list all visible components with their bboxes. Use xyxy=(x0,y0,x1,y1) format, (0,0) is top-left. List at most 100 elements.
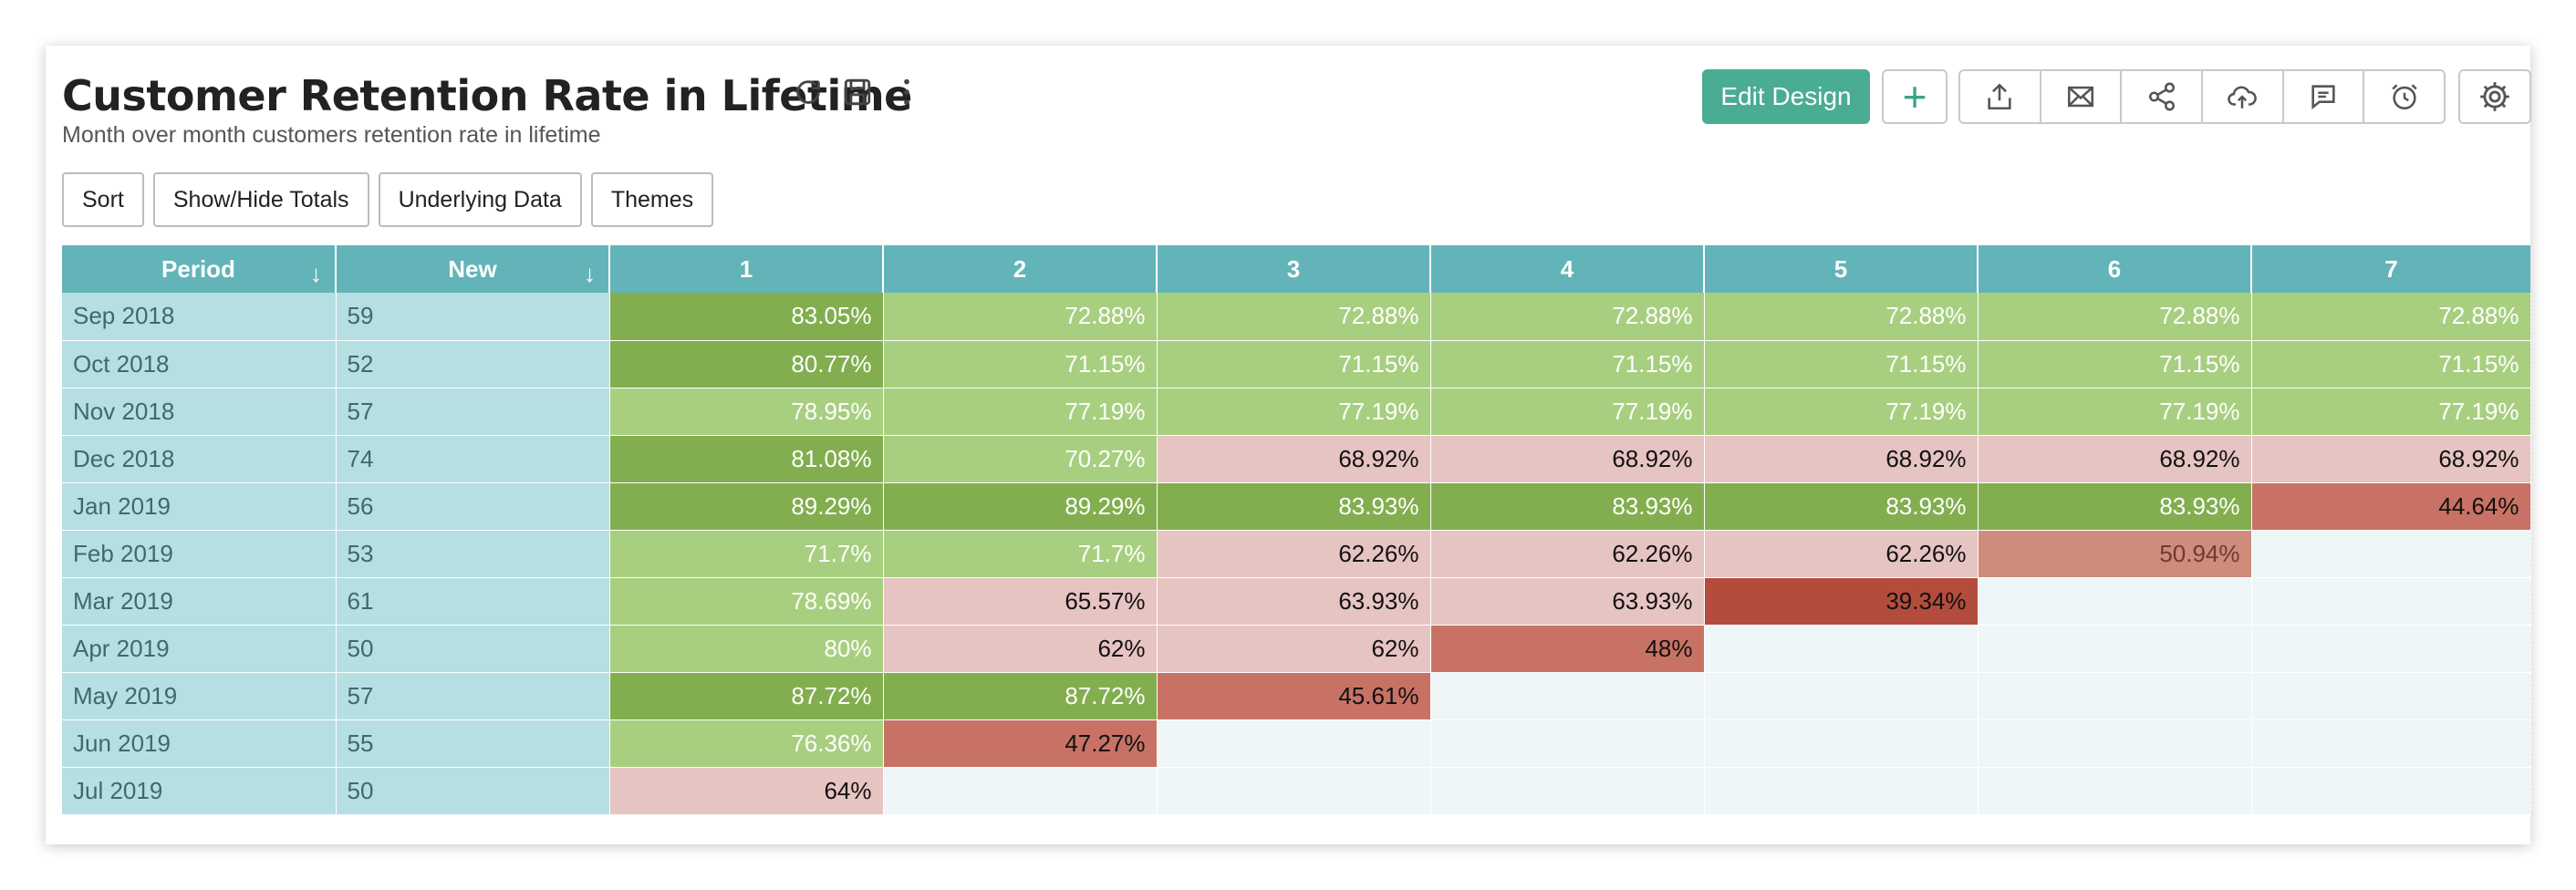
retention-value-cell: 72.88% xyxy=(1704,293,1979,341)
retention-value-cell: 68.92% xyxy=(1157,435,1431,483)
empty-cell xyxy=(1157,719,1431,768)
page-title: Customer Retention Rate in Lifetime xyxy=(62,71,912,120)
column-header-6[interactable]: 6 xyxy=(1978,245,2252,293)
retention-value-cell: 62.26% xyxy=(1157,530,1431,578)
retention-value-cell: 63.93% xyxy=(1157,577,1431,626)
retention-value-cell: 77.19% xyxy=(1978,388,2252,436)
show-hide-totals-button[interactable]: Show/Hide Totals xyxy=(152,172,369,227)
new-customers-cell: 59 xyxy=(336,293,610,341)
add-button[interactable]: + xyxy=(1882,69,1948,124)
retention-value-cell: 72.88% xyxy=(883,293,1158,341)
comment-icon[interactable] xyxy=(2284,71,2365,122)
column-header-4[interactable]: 4 xyxy=(1430,245,1705,293)
new-customers-cell: 57 xyxy=(336,388,610,436)
new-customers-cell: 50 xyxy=(336,625,610,673)
email-icon[interactable] xyxy=(2041,71,2123,122)
retention-value-cell: 68.92% xyxy=(2251,435,2531,483)
empty-cell xyxy=(2251,719,2531,768)
new-customers-cell: 55 xyxy=(336,719,610,768)
column-header-1[interactable]: 1 xyxy=(609,245,884,293)
table-row: Jun 2019 55 76.36% 47.27% xyxy=(62,719,2531,768)
export-icon[interactable] xyxy=(1960,71,2041,122)
retention-value-cell: 68.92% xyxy=(1704,435,1979,483)
column-header-period[interactable]: Period ↓ xyxy=(62,245,337,293)
period-cell: Nov 2018 xyxy=(62,388,337,436)
table-row: Jan 2019 56 89.29% 89.29% 83.93% 83.93% 83.93%… xyxy=(62,482,2531,531)
retention-value-cell: 71.15% xyxy=(1157,340,1431,388)
empty-cell xyxy=(2251,530,2531,578)
empty-cell xyxy=(1978,577,2252,626)
empty-cell xyxy=(2251,672,2531,720)
empty-cell xyxy=(1157,767,1431,815)
retention-value-cell: 89.29% xyxy=(609,482,884,531)
empty-cell xyxy=(1978,767,2252,815)
column-header-7[interactable]: 7 xyxy=(2251,245,2530,293)
period-cell: Jul 2019 xyxy=(62,767,337,815)
period-cell: Sep 2018 xyxy=(62,293,337,341)
gear-icon xyxy=(2480,82,2509,111)
empty-cell xyxy=(883,767,1158,815)
empty-cell xyxy=(1978,719,2252,768)
empty-cell xyxy=(2251,625,2531,673)
retention-value-cell: 80% xyxy=(609,625,884,673)
retention-value-cell: 83.93% xyxy=(1430,482,1705,531)
retention-value-cell: 83.93% xyxy=(1704,482,1979,531)
retention-value-cell: 48% xyxy=(1430,625,1705,673)
column-header-3[interactable]: 3 xyxy=(1157,245,1431,293)
sort-arrow-icon[interactable]: ↓ xyxy=(310,260,322,287)
retention-value-cell: 77.19% xyxy=(1704,388,1979,436)
refresh-icon[interactable] xyxy=(792,73,825,111)
retention-value-cell: 68.92% xyxy=(1430,435,1705,483)
table-row: Nov 2018 57 78.95% 77.19% 77.19% 77.19% 77.19%… xyxy=(62,388,2531,436)
underlying-data-button[interactable]: Underlying Data xyxy=(378,172,582,227)
alarm-icon[interactable] xyxy=(2364,71,2444,122)
new-customers-cell: 52 xyxy=(336,340,610,388)
retention-value-cell: 83.93% xyxy=(1978,482,2252,531)
new-customers-cell: 53 xyxy=(336,530,610,578)
retention-value-cell: 83.05% xyxy=(609,293,884,341)
save-icon[interactable] xyxy=(841,73,874,111)
empty-cell xyxy=(1704,672,1979,720)
retention-value-cell: 44.64% xyxy=(2251,482,2531,531)
retention-value-cell: 72.88% xyxy=(1978,293,2252,341)
retention-value-cell: 77.19% xyxy=(1157,388,1431,436)
more-vertical-icon[interactable] xyxy=(890,73,923,111)
new-customers-cell: 50 xyxy=(336,767,610,815)
share-icon[interactable] xyxy=(2122,71,2204,122)
report-toolbar: Sort Show/Hide Totals Underlying Data Th… xyxy=(62,172,714,227)
column-header-new[interactable]: New ↓ xyxy=(336,245,610,293)
retention-value-cell: 77.19% xyxy=(883,388,1158,436)
retention-value-cell: 87.72% xyxy=(609,672,884,720)
sort-button[interactable]: Sort xyxy=(62,172,144,227)
retention-value-cell: 63.93% xyxy=(1430,577,1705,626)
table-row: Jul 2019 50 64% xyxy=(62,767,2531,815)
settings-button[interactable] xyxy=(2458,69,2531,124)
table-row: Mar 2019 61 78.69% 65.57% 63.93% 63.93% 39.34% xyxy=(62,577,2531,626)
retention-value-cell: 64% xyxy=(609,767,884,815)
plus-icon: + xyxy=(1902,73,1927,120)
retention-value-cell: 89.29% xyxy=(883,482,1158,531)
period-cell: Jan 2019 xyxy=(62,482,337,531)
period-cell: Dec 2018 xyxy=(62,435,337,483)
retention-value-cell: 62.26% xyxy=(1430,530,1705,578)
table-row: Sep 2018 59 83.05% 72.88% 72.88% 72.88% 72.88%… xyxy=(62,293,2531,341)
retention-value-cell: 65.57% xyxy=(883,577,1158,626)
empty-cell xyxy=(1430,672,1705,720)
retention-value-cell: 62.26% xyxy=(1704,530,1979,578)
retention-value-cell: 71.7% xyxy=(609,530,884,578)
table-row: Oct 2018 52 80.77% 71.15% 71.15% 71.15% 71.15%… xyxy=(62,340,2531,388)
cloud-upload-icon[interactable] xyxy=(2203,71,2284,122)
retention-value-cell: 80.77% xyxy=(609,340,884,388)
column-header-2[interactable]: 2 xyxy=(883,245,1158,293)
table-row: Feb 2019 53 71.7% 71.7% 62.26% 62.26% 62.26% 50… xyxy=(62,530,2531,578)
period-cell: Jun 2019 xyxy=(62,719,337,768)
empty-cell xyxy=(1704,625,1979,673)
column-header-5[interactable]: 5 xyxy=(1704,245,1979,293)
edit-design-button[interactable]: Edit Design xyxy=(1702,69,1870,124)
new-customers-cell: 61 xyxy=(336,577,610,626)
retention-value-cell: 71.15% xyxy=(883,340,1158,388)
themes-button[interactable]: Themes xyxy=(590,172,714,227)
empty-cell xyxy=(2251,767,2531,815)
sort-arrow-icon[interactable]: ↓ xyxy=(584,260,596,287)
retention-value-cell: 62% xyxy=(883,625,1158,673)
